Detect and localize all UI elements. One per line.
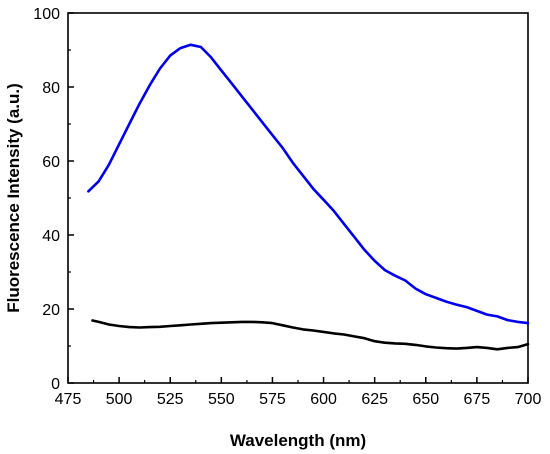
plot-area [67, 12, 529, 384]
x-tick-label: 675 [464, 391, 491, 408]
y-tick-label: 80 [42, 80, 60, 97]
x-tick-label: 650 [412, 391, 439, 408]
y-tick-label: 60 [42, 154, 60, 171]
x-tick-label: 700 [515, 391, 542, 408]
x-tick-label: 550 [208, 391, 235, 408]
x-axis-label: Wavelength (nm) [230, 431, 366, 450]
axes-layer: 475 500 525 550 575 600 625 650 675 700 0 20 40 60 80 1… [33, 6, 541, 408]
series-line-2 [91, 319, 530, 351]
series-layer [87, 43, 530, 351]
y-tick-label: 20 [42, 302, 60, 319]
x-tick-label: 500 [106, 391, 133, 408]
y-tick-label: 40 [42, 228, 60, 245]
series-line-1 [87, 43, 530, 325]
y-tick-label: 0 [51, 376, 60, 393]
y-tick-label: 100 [33, 6, 60, 23]
x-tick-label: 625 [361, 391, 388, 408]
x-tick-label: 475 [55, 391, 82, 408]
x-tick-label: 575 [259, 391, 286, 408]
x-tick-label: 525 [157, 391, 184, 408]
x-tick-label: 600 [310, 391, 337, 408]
y-axis-label: Fluorescence Intensity (a.u.) [4, 83, 23, 313]
